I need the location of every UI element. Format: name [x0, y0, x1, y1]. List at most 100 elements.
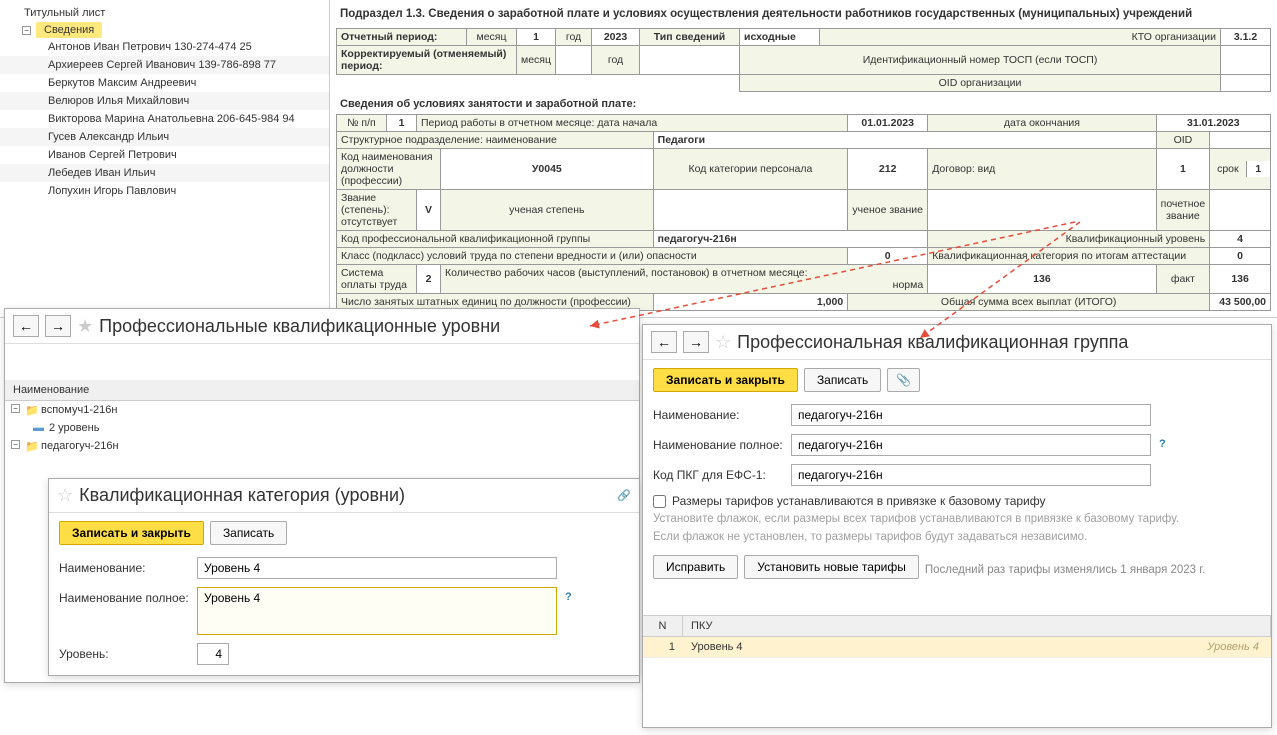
fix-button[interactable]: Исправить [653, 555, 738, 579]
attest-value: 0 [1210, 248, 1271, 265]
norm-label: норма [893, 279, 924, 291]
tree-item-person[interactable]: Лебедев Иван Ильич [0, 164, 329, 182]
tarif-checkbox[interactable] [653, 495, 666, 508]
month-value: 1 [517, 29, 556, 46]
tree-item-person[interactable]: Викторова Марина Анатольевна 206-645-984… [0, 110, 329, 128]
grid-col-n: N [643, 616, 683, 636]
window-title: Профессиональные квалификационные уровни [99, 316, 500, 337]
fact-label: факт [1156, 265, 1210, 294]
folder-icon: 📁 [25, 404, 39, 417]
tree-item-person[interactable]: Гусев Александр Ильич [0, 128, 329, 146]
pay-sys-label: Система оплаты труда [337, 265, 417, 294]
tree-item-person[interactable]: Иванов Сергей Петрович [0, 146, 329, 164]
help-icon[interactable]: ? [565, 587, 572, 603]
tree-item-person[interactable]: Велюров Илья Михайлович [0, 92, 329, 110]
name-input[interactable] [791, 404, 1151, 426]
norm-value: 136 [928, 265, 1156, 294]
date-end-label: дата окончания [928, 115, 1156, 132]
level-input[interactable] [197, 643, 229, 665]
tree-item-person[interactable]: Архиереев Сергей Иванович 139-786-898 77 [0, 56, 329, 74]
name-input[interactable] [197, 557, 557, 579]
sci-degree: ученая степень [441, 190, 654, 231]
new-tarif-button[interactable]: Установить новые тарифы [744, 555, 919, 579]
star-icon[interactable]: ☆ [57, 485, 73, 506]
period-work-label: Период работы в отчетном месяце: дата на… [417, 115, 848, 132]
tree-item-title[interactable]: Титульный лист [0, 4, 329, 22]
year-value: 2023 [592, 29, 640, 46]
full-name-label: Наименование полное: [653, 434, 783, 452]
link-icon[interactable]: 🔗 [617, 489, 631, 502]
date-end: 31.01.2023 [1156, 115, 1270, 132]
nav-forward-button[interactable]: → [683, 331, 709, 353]
full-name-input[interactable] [197, 587, 557, 635]
star-icon[interactable]: ☆ [715, 332, 731, 353]
hint-text: Установите флажок, если размеры всех тар… [643, 512, 1271, 530]
struct-value: Педагоги [653, 132, 1156, 149]
data-table: № п/п 1 Период работы в отчетном месяце:… [336, 114, 1271, 311]
nav-back-button[interactable]: ← [651, 331, 677, 353]
window-title: Квалификационная категория (уровни) [79, 485, 405, 506]
help-icon[interactable]: ? [1159, 434, 1166, 450]
npn-value: 1 [387, 115, 417, 132]
period-table: Отчетный период: месяц 1 год 2023 Тип св… [336, 28, 1271, 92]
grid-row[interactable]: 1 Уровень 4 Уровень 4 [643, 637, 1271, 658]
contract-vid: 1 [1156, 149, 1210, 190]
attest-label: Квалификационная категория по итогам атт… [928, 248, 1210, 265]
month-label: месяц [467, 29, 517, 46]
hint-text: Если флажок не установлен, то размеры та… [643, 530, 1271, 548]
attach-button[interactable]: 📎 [887, 368, 920, 392]
oid-org-label: OID организации [740, 75, 1221, 92]
code-pos: У0045 [441, 149, 654, 190]
full-name-input[interactable] [791, 434, 1151, 456]
corr-month-label: месяц [517, 46, 556, 75]
contract-label: Договор: вид [928, 149, 1156, 190]
pkg-code-label: Код ПКГ для ЕФС-1: [653, 464, 783, 482]
qual-level: 4 [1210, 231, 1271, 248]
save-close-button[interactable]: Записать и закрыть [59, 521, 204, 545]
npn-label: № п/п [337, 115, 387, 132]
period-label: Отчетный период: [337, 29, 467, 46]
name-header: Наименование [5, 380, 639, 401]
window-title: Профессиональная квалификационная группа [737, 332, 1128, 353]
tree-expand-icon[interactable]: − [22, 26, 31, 35]
nav-back-button[interactable]: ← [13, 315, 39, 337]
save-button[interactable]: Записать [804, 368, 881, 392]
pkg-value: педагогуч-216н [653, 231, 928, 248]
srok-label: срок [1210, 161, 1246, 177]
code-pos-label: Код наименования должности (профессии) [337, 149, 441, 190]
total-label: Общая сумма всех выплат (ИТОГО) [848, 294, 1210, 311]
collapse-icon[interactable]: − [11, 404, 20, 413]
srok-value: 1 [1246, 161, 1270, 177]
pkg-code-input[interactable] [791, 464, 1151, 486]
tree-panel: Титульный лист − Сведения Антонов Иван П… [0, 0, 330, 317]
grid-col-pku: ПКУ [683, 616, 1271, 636]
full-name-label: Наименование полное: [59, 587, 189, 605]
tree-item-info[interactable]: Сведения [36, 22, 102, 38]
class-value: 0 [848, 248, 928, 265]
grid-header: N ПКУ [643, 615, 1271, 637]
total-value: 43 500,00 [1210, 294, 1271, 311]
tree-item-person[interactable]: Беркутов Максим Андреевич [0, 74, 329, 92]
pkg-label: Код профессиональной квалификационной гр… [337, 231, 654, 248]
collapse-icon[interactable]: − [11, 440, 20, 449]
cat-value: 212 [848, 149, 928, 190]
list-item[interactable]: −📁педагогуч-216н [5, 437, 639, 455]
fact-value: 136 [1210, 265, 1271, 294]
corr-label: Корректируемый (отменяемый) период: [337, 46, 517, 75]
class-label: Класс (подкласс) условий труда по степен… [337, 248, 848, 265]
save-button[interactable]: Записать [210, 521, 287, 545]
name-label: Наименование: [59, 557, 189, 575]
grid-cell-pku2: Уровень 4 [1121, 637, 1271, 657]
sci-title: ученое звание [848, 190, 928, 231]
tree-item-person[interactable]: Лопухин Игорь Павлович [0, 182, 329, 200]
list-item[interactable]: ▬2 уровень [5, 419, 639, 437]
corr-year-label: год [592, 46, 640, 75]
type-value: исходные [740, 29, 820, 46]
nav-forward-button[interactable]: → [45, 315, 71, 337]
tree-item-person[interactable]: Антонов Иван Петрович 130-274-474 25 [0, 38, 329, 56]
star-icon[interactable]: ★ [77, 316, 93, 337]
name-label: Наименование: [653, 404, 783, 422]
list-item[interactable]: −📁вспомуч1-216н [5, 401, 639, 419]
save-close-button[interactable]: Записать и закрыть [653, 368, 798, 392]
category-window: ☆ Квалификационная категория (уровни) 🔗 … [48, 478, 640, 676]
